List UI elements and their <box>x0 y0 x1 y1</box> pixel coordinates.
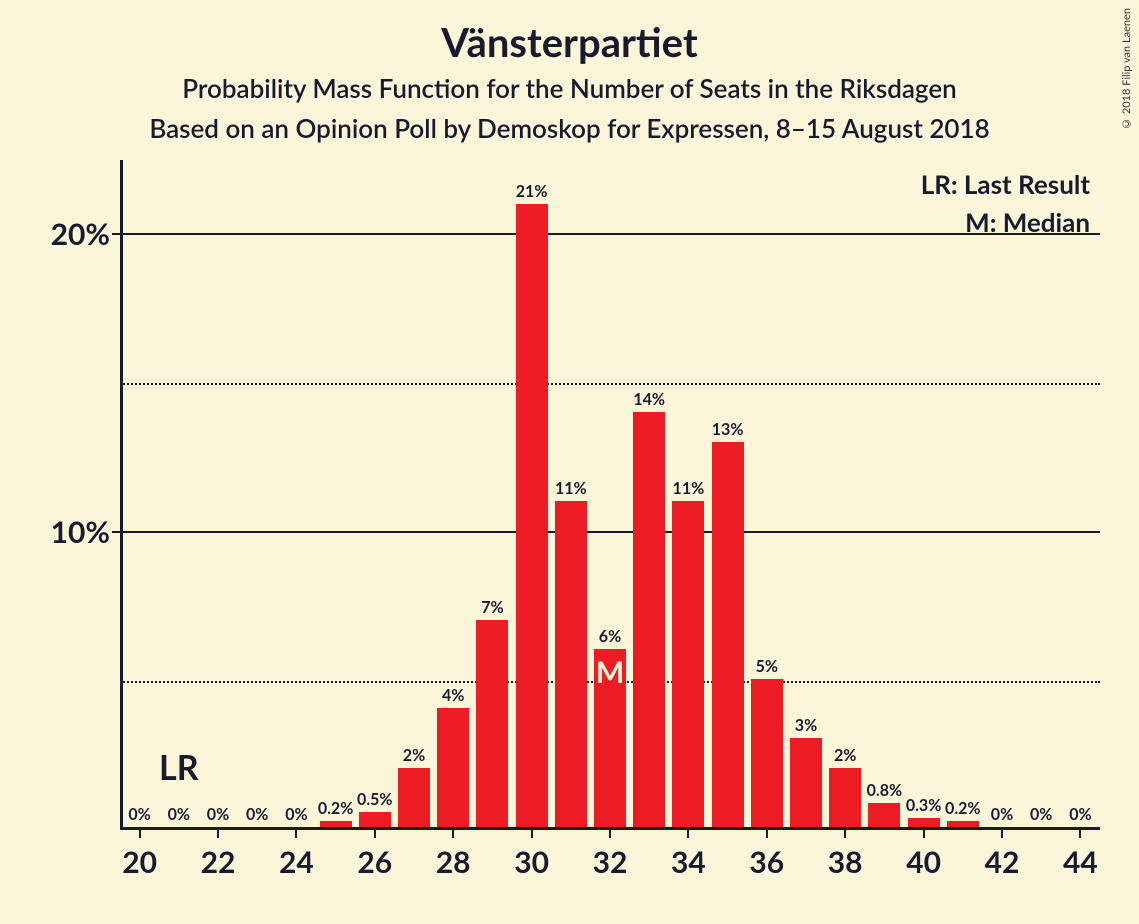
x-tick-mark <box>452 830 454 838</box>
legend-last-result: LR: Last Result <box>921 168 1090 200</box>
bar-value-label: 0% <box>991 805 1013 824</box>
x-tick-mark <box>766 830 768 838</box>
y-axis <box>120 160 123 830</box>
median-marker: M <box>596 654 624 690</box>
bar-value-label: 5% <box>756 657 778 676</box>
x-tick-label: 24 <box>279 844 314 880</box>
x-tick-label: 30 <box>514 844 549 880</box>
bar-value-label: 11% <box>555 479 587 498</box>
bar-value-label: 0% <box>207 805 229 824</box>
bar-value-label: 6% <box>599 627 621 646</box>
bar <box>712 442 744 827</box>
bar-value-label: 14% <box>633 390 665 409</box>
chart-container: Vänsterpartiet Probability Mass Function… <box>0 0 1139 924</box>
x-tick-label: 40 <box>906 844 941 880</box>
x-tick-mark <box>531 830 533 838</box>
grid-major <box>120 531 1100 533</box>
bar-value-label: 0.8% <box>867 781 902 800</box>
bar-value-label: 0.3% <box>906 796 941 815</box>
bar-value-label: 0% <box>128 805 150 824</box>
grid-minor <box>120 383 1100 385</box>
bar-value-label: 0% <box>285 805 307 824</box>
bar <box>555 501 587 827</box>
x-tick-label: 38 <box>828 844 863 880</box>
x-tick-mark <box>1001 830 1003 838</box>
bar-value-label: 7% <box>481 598 503 617</box>
x-tick-label: 42 <box>985 844 1020 880</box>
last-result-marker: LR <box>159 747 199 788</box>
bar <box>947 821 979 827</box>
x-tick-mark <box>139 830 141 838</box>
bar <box>908 818 940 827</box>
plot-area: LR: Last Result M: Median 10%20%20222426… <box>120 160 1100 830</box>
x-tick-label: 26 <box>357 844 392 880</box>
x-tick-mark <box>295 830 297 838</box>
x-tick-mark <box>217 830 219 838</box>
x-tick-label: 32 <box>593 844 628 880</box>
x-tick-label: 22 <box>201 844 236 880</box>
bar-value-label: 2% <box>403 746 425 765</box>
bar-value-label: 0% <box>168 805 190 824</box>
bar-value-label: 0% <box>246 805 268 824</box>
bar-value-label: 0% <box>1030 805 1052 824</box>
grid-major <box>120 233 1100 235</box>
bar <box>633 412 665 827</box>
bar <box>320 821 352 827</box>
bar-value-label: 2% <box>834 746 856 765</box>
x-tick-label: 34 <box>671 844 706 880</box>
bar <box>476 620 508 828</box>
x-tick-mark <box>844 830 846 838</box>
chart-title: Vänsterpartiet <box>0 18 1139 66</box>
bar <box>868 803 900 827</box>
copyright-text: © 2018 Filip van Laenen <box>1120 8 1133 130</box>
x-tick-mark <box>609 830 611 838</box>
bar <box>398 768 430 827</box>
x-tick-label: 28 <box>436 844 471 880</box>
bar <box>437 708 469 827</box>
x-tick-label: 44 <box>1063 844 1098 880</box>
bar <box>751 679 783 827</box>
bar <box>672 501 704 827</box>
chart-subtitle-1: Probability Mass Function for the Number… <box>0 72 1139 104</box>
bar-value-label: 3% <box>795 716 817 735</box>
bar <box>829 768 861 827</box>
bar <box>516 204 548 827</box>
bar-value-label: 0.2% <box>318 799 353 818</box>
bar <box>790 738 822 827</box>
x-tick-label: 20 <box>122 844 157 880</box>
x-tick-mark <box>374 830 376 838</box>
bar-value-label: 4% <box>442 686 464 705</box>
x-tick-label: 36 <box>749 844 784 880</box>
y-tick-label: 10% <box>51 514 110 550</box>
bar-value-label: 21% <box>516 182 548 201</box>
bar-value-label: 0.2% <box>945 799 980 818</box>
bar <box>359 812 391 827</box>
bar-value-label: 13% <box>712 420 744 439</box>
bar-value-label: 0.5% <box>357 790 392 809</box>
chart-subtitle-2: Based on an Opinion Poll by Demoskop for… <box>0 112 1139 144</box>
y-tick-label: 20% <box>51 216 110 252</box>
x-tick-mark <box>1079 830 1081 838</box>
bar-value-label: 0% <box>1069 805 1091 824</box>
y-tick-mark <box>112 233 120 235</box>
y-tick-mark <box>112 531 120 533</box>
bar-value-label: 11% <box>673 479 705 498</box>
x-tick-mark <box>923 830 925 838</box>
x-tick-mark <box>687 830 689 838</box>
